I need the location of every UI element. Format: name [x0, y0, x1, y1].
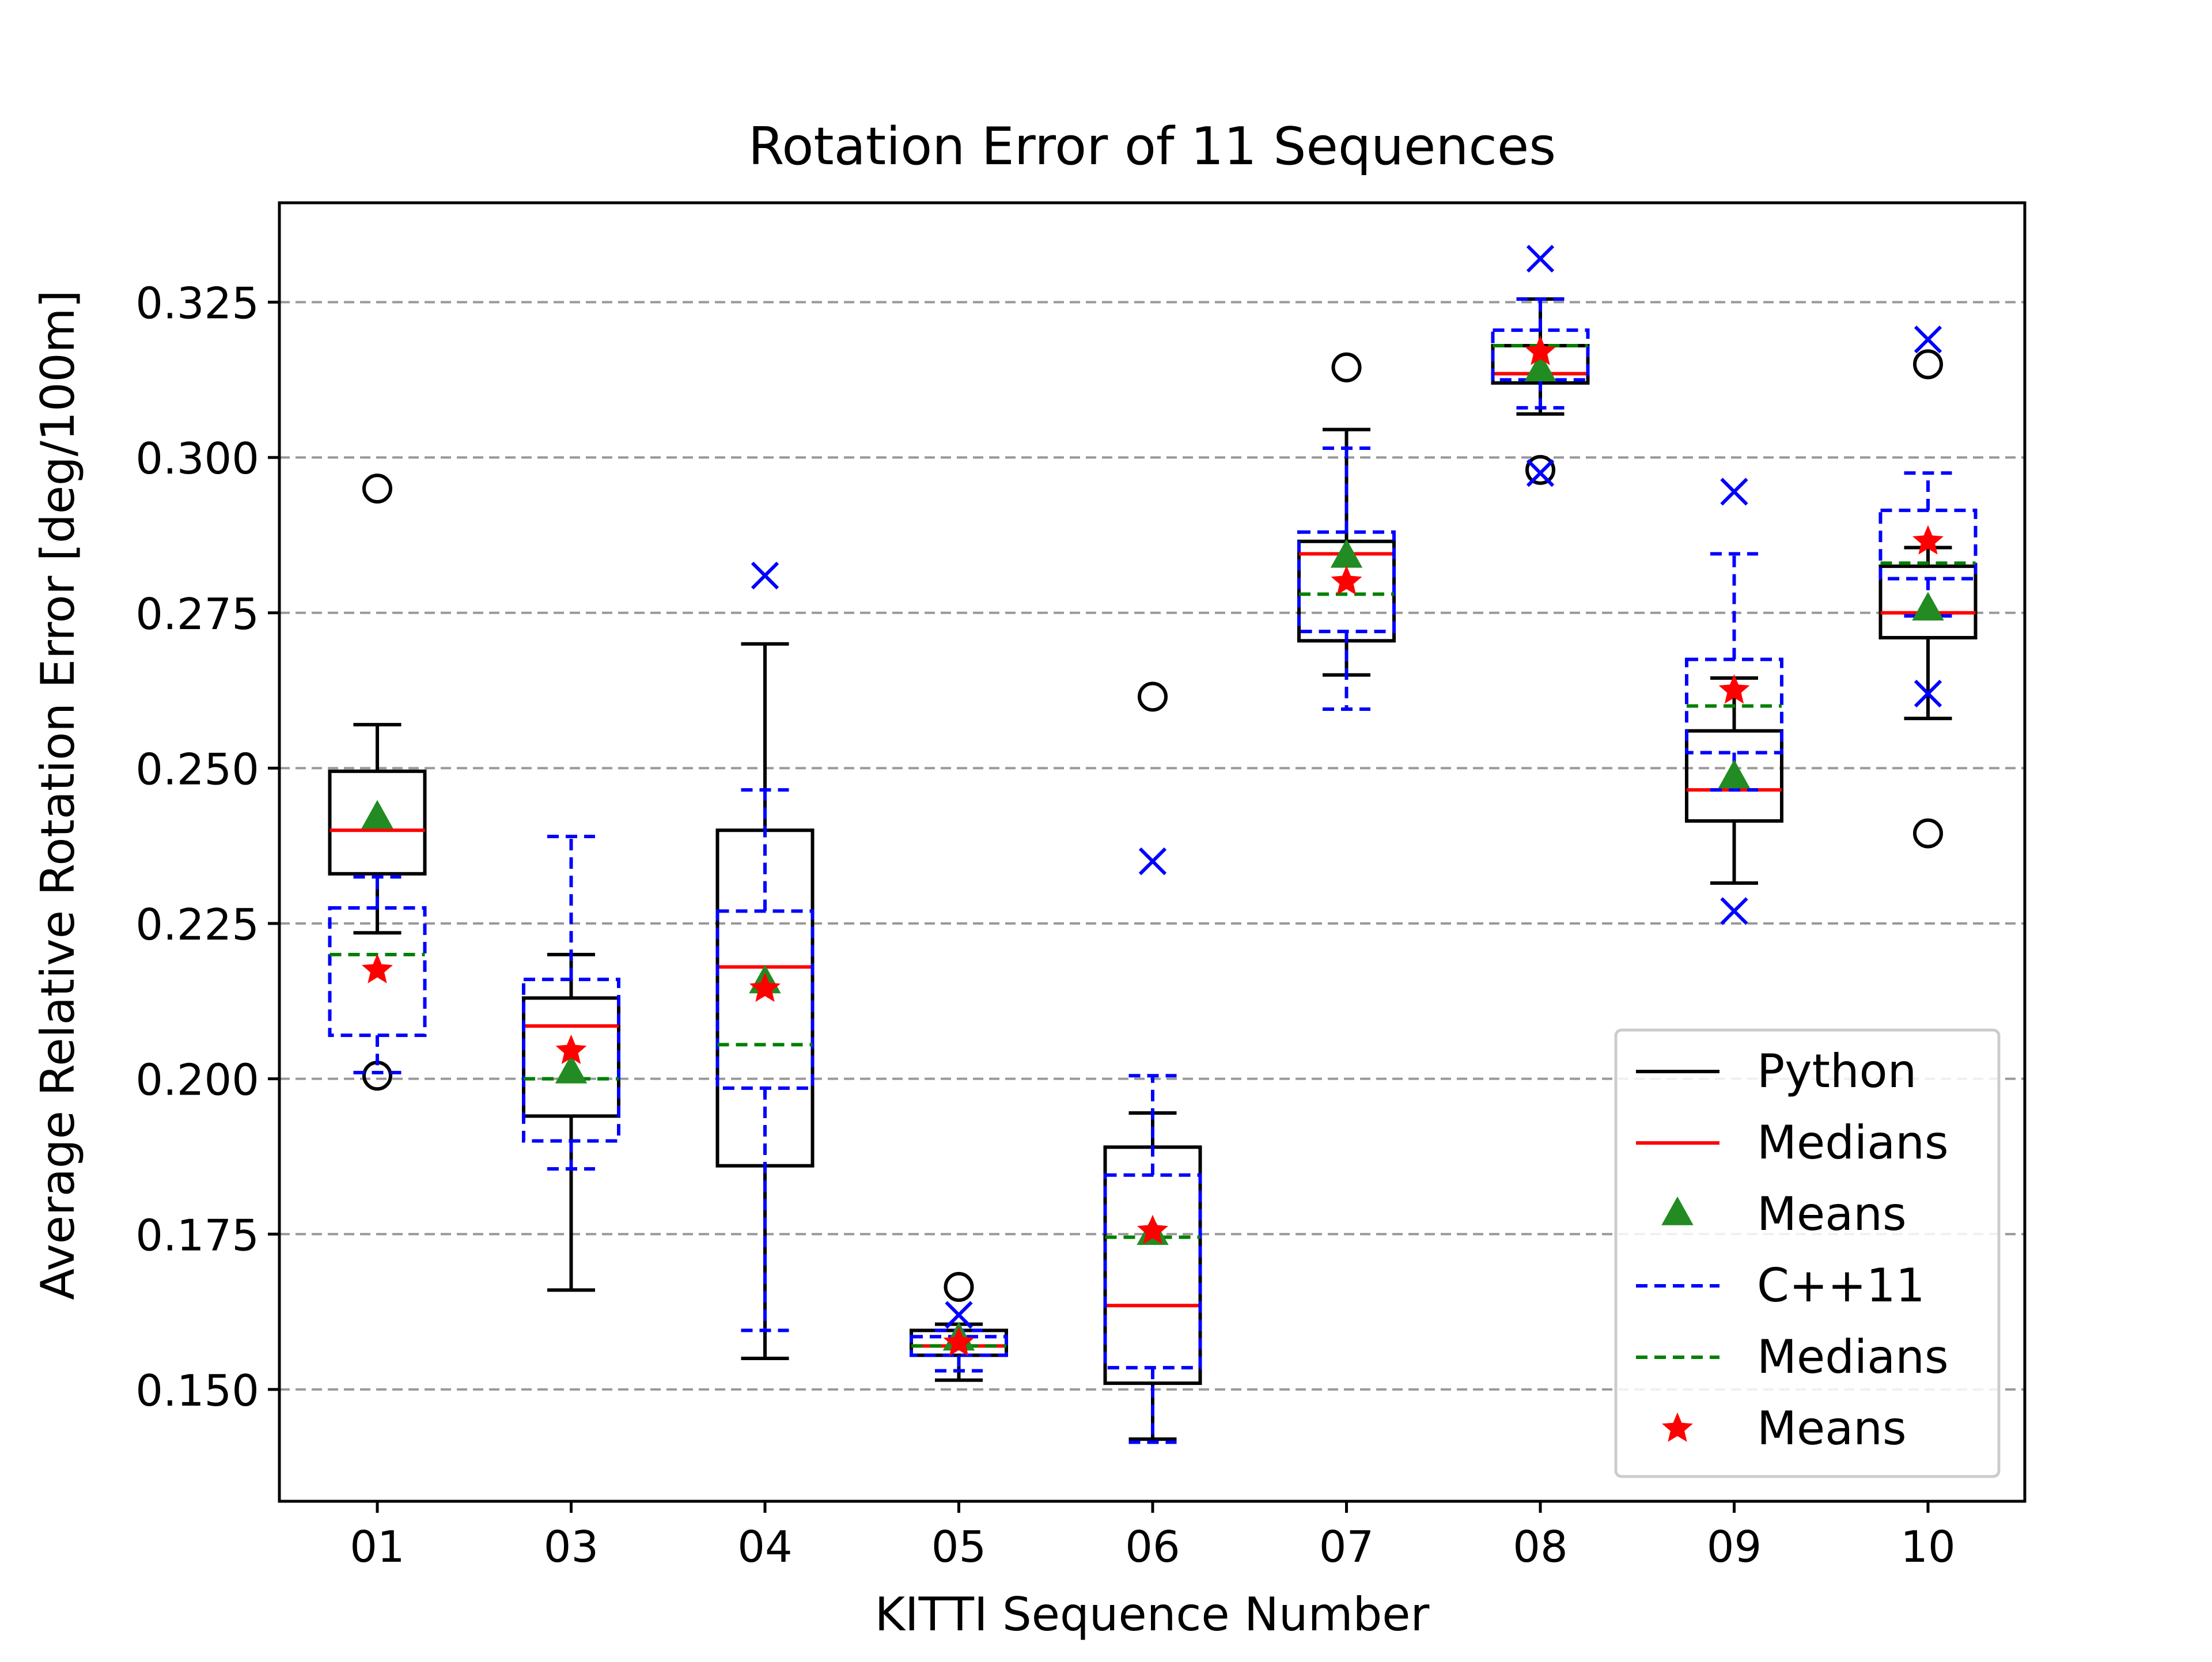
cpp-iqr-box	[715, 909, 815, 1090]
legend-label-1: Medians	[1757, 1116, 1949, 1169]
box-plot-series	[328, 244, 1978, 1444]
cpp-mean-marker-07	[1331, 565, 1362, 595]
cpp-box-10	[1878, 325, 1978, 708]
cpp-iqr-box	[1878, 508, 1978, 581]
cpp-mean-marker-09	[1718, 674, 1750, 704]
cpp-iqr-box	[1297, 530, 1396, 634]
cpp-outlier-0-stroke-b	[1914, 325, 1942, 354]
legend-label-2: Means	[1757, 1187, 1907, 1241]
cpp-iqr-box	[522, 978, 620, 1143]
python-outlier-0	[1331, 352, 1362, 383]
legend-item-4: Medians	[1636, 1330, 1949, 1384]
cpp-outlier-1	[1526, 459, 1555, 487]
cpp-outlier-1	[1720, 897, 1748, 925]
cpp-outlier-0	[751, 561, 779, 590]
y-axis-label: Average Relative Rotation Error [deg/100…	[31, 290, 85, 1300]
x-tick-label-10: 10	[1900, 1521, 1955, 1572]
legend-item-5: Means	[1662, 1402, 1907, 1455]
python-outlier-0	[1913, 349, 1943, 380]
python-mean-marker-08	[1524, 353, 1556, 381]
y-tick-label-6: 0.300	[135, 433, 259, 484]
cpp-outlier-1	[1914, 679, 1942, 708]
x-tick-label-04: 04	[737, 1521, 792, 1572]
y-tick-label-2: 0.200	[135, 1055, 259, 1106]
python-mean-marker-03	[555, 1054, 588, 1084]
cpp-outlier-0-stroke-b	[945, 1301, 973, 1329]
chart-title: Rotation Error of 11 Sequences	[748, 116, 1556, 177]
cpp-mean-marker-03	[555, 1034, 587, 1065]
cpp-outlier-0-stroke-b	[1526, 244, 1555, 273]
cpp-box-04	[715, 561, 815, 1332]
legend-item-1: Medians	[1636, 1116, 1949, 1169]
python-iqr-box	[1685, 729, 1783, 823]
cpp-outlier-1-stroke-b	[1720, 897, 1748, 925]
y-tick-label-3: 0.225	[135, 899, 259, 950]
cpp-mean-marker-10	[1912, 525, 1944, 555]
python-outlier-0	[944, 1271, 974, 1302]
cpp-box-07	[1297, 446, 1396, 711]
python-mean-marker-10	[1912, 592, 1944, 621]
python-outlier-0	[1525, 455, 1555, 485]
legend: Python Medians Means C++11 Medians Means	[1614, 1028, 2001, 1478]
y-tick-label-5: 0.275	[135, 589, 259, 639]
legend-item-2: Means	[1661, 1187, 1907, 1241]
y-tick-label-1: 0.175	[135, 1210, 259, 1260]
cpp-outlier-0	[1138, 847, 1167, 876]
legend-label-0: Python	[1757, 1044, 1916, 1098]
cpp-mean-marker-05	[943, 1326, 975, 1356]
cpp-mean-marker-06	[1137, 1214, 1168, 1244]
x-tick-label-06: 06	[1125, 1521, 1180, 1572]
cpp-iqr-box	[328, 906, 427, 1038]
legend-swatch-triangle	[1661, 1196, 1694, 1225]
cpp-iqr-box	[1103, 1173, 1202, 1370]
x-tick-label-01: 01	[350, 1521, 404, 1572]
x-tick-label-03: 03	[544, 1521, 599, 1572]
cpp-outlier-0	[1914, 325, 1942, 354]
cpp-outlier-0	[945, 1301, 973, 1329]
x-tick-label-08: 08	[1513, 1521, 1567, 1572]
python-outlier-0	[1138, 682, 1168, 712]
legend-label-4: Medians	[1757, 1330, 1949, 1384]
legend-item-3: C++11	[1636, 1259, 1925, 1312]
python-mean-marker-09	[1718, 759, 1751, 789]
cpp-outlier-1-stroke-b	[1914, 679, 1942, 708]
python-iqr-box	[328, 769, 427, 876]
cpp-iqr-box	[1685, 657, 1783, 755]
python-mean-marker-01	[361, 800, 393, 829]
cpp-outlier-0	[1526, 244, 1555, 273]
cpp-outlier-0-stroke-b	[751, 561, 779, 590]
legend-item-0: Python	[1636, 1044, 1916, 1098]
cpp-mean-marker-01	[362, 953, 393, 983]
legend-swatch-star	[1662, 1412, 1693, 1442]
cpp-mean-marker-08	[1525, 335, 1556, 365]
x-axis-label: KITTI Sequence Number	[875, 1588, 1430, 1641]
cpp-outlier-1-stroke-b	[1526, 459, 1555, 487]
cpp-mean-marker-04	[749, 972, 781, 1002]
y-tick-label-4: 0.250	[135, 744, 259, 794]
cpp-outlier-0-stroke-b	[1138, 847, 1167, 876]
x-tick-label-07: 07	[1319, 1521, 1374, 1572]
python-outlier-0	[362, 474, 392, 504]
python-outlier-1	[1913, 818, 1943, 849]
legend-label-5: Means	[1757, 1402, 1907, 1455]
legend-label-3: C++11	[1757, 1259, 1925, 1312]
cpp-outlier-0-stroke-b	[1720, 478, 1748, 506]
python-iqr-box	[1878, 564, 1978, 639]
axes: 0.150 0.175 0.200 0.225 0.250 0.275 0.300 0.325…	[135, 201, 2027, 1572]
y-tick-label-7: 0.325	[135, 278, 259, 329]
x-tick-label-05: 05	[931, 1521, 986, 1572]
x-tick-label-09: 09	[1707, 1521, 1762, 1572]
y-tick-label-0: 0.150	[135, 1365, 259, 1416]
cpp-outlier-0	[1720, 478, 1748, 506]
